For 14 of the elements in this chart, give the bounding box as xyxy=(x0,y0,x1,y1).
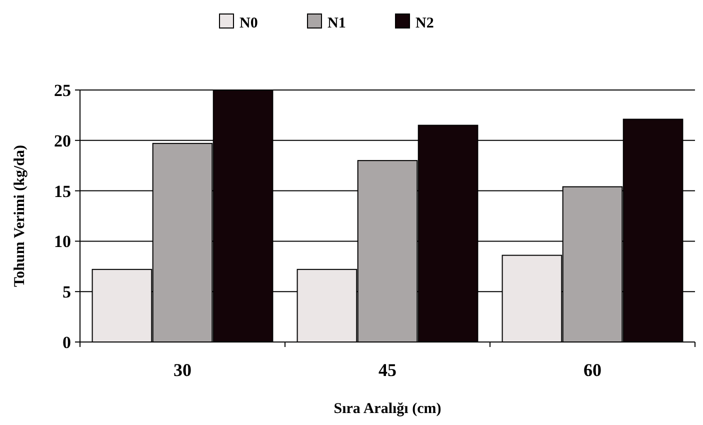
y-tick-label: 5 xyxy=(62,282,71,302)
legend-label: N0 xyxy=(240,15,258,32)
y-tick-label: 25 xyxy=(54,80,71,100)
y-tick-label: 10 xyxy=(54,232,71,252)
x-tick-label: 60 xyxy=(584,360,602,380)
x-tick-label: 45 xyxy=(378,360,396,380)
legend-label: N2 xyxy=(416,15,434,32)
x-axis-title: Sıra Aralığı (cm) xyxy=(334,401,442,417)
y-axis-title: Tohum Verimi (kg/da) xyxy=(12,145,28,287)
y-tick-label: 0 xyxy=(62,332,71,352)
x-tick-label: 30 xyxy=(174,360,192,380)
legend-label: N1 xyxy=(328,15,346,32)
y-tick-label: 15 xyxy=(54,182,71,201)
y-tick-label: 20 xyxy=(54,131,71,150)
